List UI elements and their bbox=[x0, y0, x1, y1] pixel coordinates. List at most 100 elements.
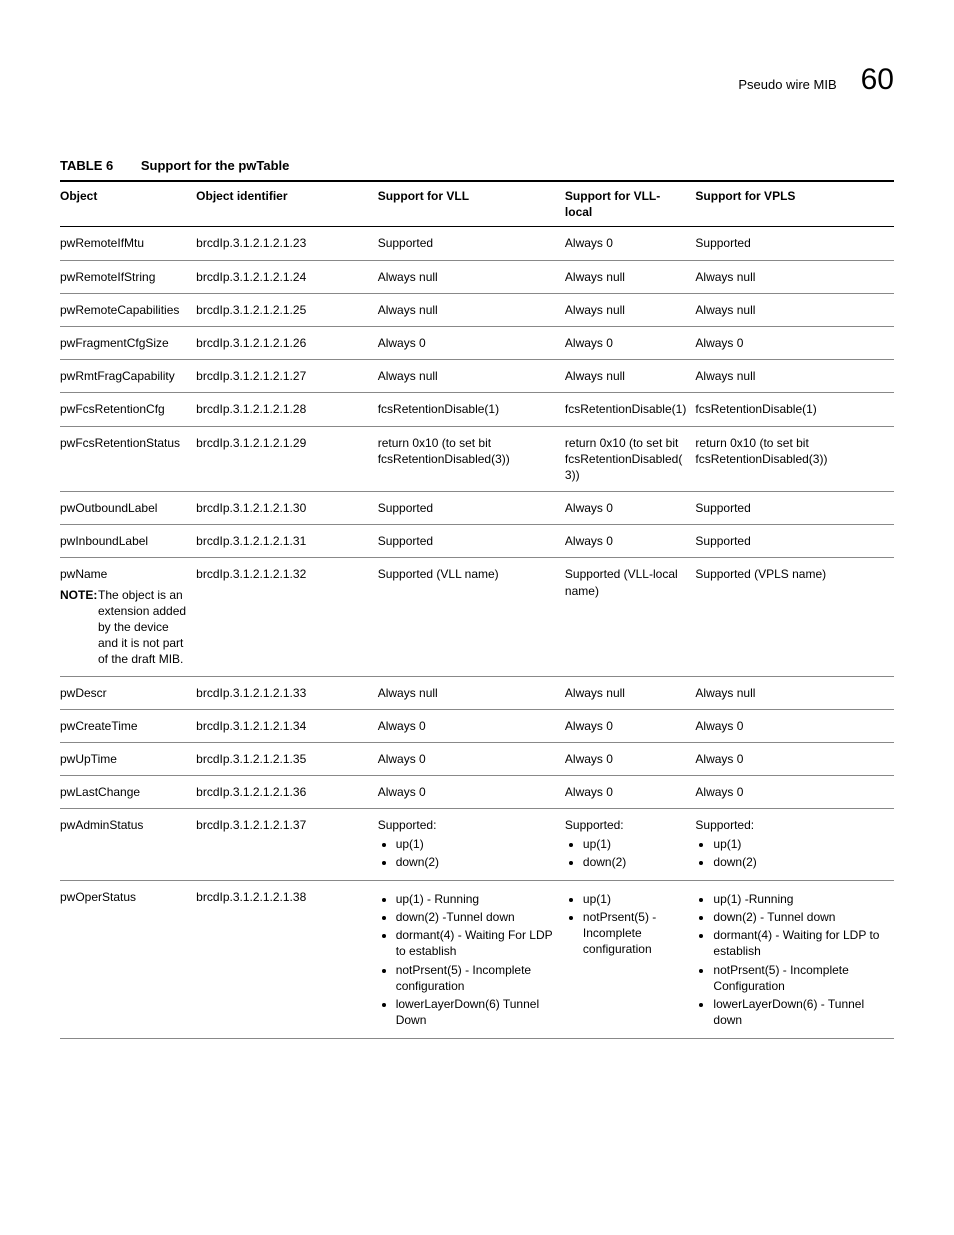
object-name: pwInboundLabel bbox=[60, 533, 188, 549]
cell: Always null bbox=[695, 293, 894, 326]
object-name: pwDescr bbox=[60, 685, 188, 701]
table-row: pwLastChangebrcdIp.3.1.2.1.2.1.36Always … bbox=[60, 776, 894, 809]
cell-object: pwCreateTime bbox=[60, 709, 196, 742]
page-header: Pseudo wire MIB 60 bbox=[60, 60, 894, 101]
cell-object: pwFcsRetentionStatus bbox=[60, 426, 196, 492]
list-item: up(1) -Running bbox=[713, 891, 886, 907]
object-name: pwLastChange bbox=[60, 784, 188, 800]
note-text: The object is an extension added by the … bbox=[98, 587, 188, 668]
list-item: down(2) bbox=[583, 854, 687, 870]
list-item: down(2) - Tunnel down bbox=[713, 909, 886, 925]
cell-object: pwInboundLabel bbox=[60, 525, 196, 558]
cell: Supported (VPLS name) bbox=[695, 558, 894, 676]
cell: up(1) -Running down(2) - Tunnel down dorma… bbox=[695, 880, 894, 1039]
cell: brcdIp.3.1.2.1.2.1.26 bbox=[196, 326, 378, 359]
cell: brcdIp.3.1.2.1.2.1.29 bbox=[196, 426, 378, 492]
table-row: pwFcsRetentionCfgbrcdIp.3.1.2.1.2.1.28fc… bbox=[60, 393, 894, 426]
list-item: lowerLayerDown(6) - Tunnel down bbox=[713, 996, 886, 1028]
list-item: notPrsent(5) - Incomplete Configuration bbox=[713, 962, 886, 994]
table-row: pwInboundLabelbrcdIp.3.1.2.1.2.1.31Suppo… bbox=[60, 525, 894, 558]
header-title: Pseudo wire MIB bbox=[738, 76, 836, 94]
col-vll-local: Support for VLL-local bbox=[565, 181, 695, 227]
cell: Always null bbox=[695, 360, 894, 393]
col-object: Object bbox=[60, 181, 196, 227]
cell: fcsRetentionDisable(1) bbox=[378, 393, 565, 426]
note-block: NOTE: The object is an extension added b… bbox=[60, 587, 188, 668]
cell-list: up(1) down(2) bbox=[565, 836, 687, 870]
cell: Supported bbox=[695, 227, 894, 260]
cell: Supported bbox=[695, 525, 894, 558]
cell: Supported:up(1)down(2) bbox=[695, 809, 894, 881]
col-vpls: Support for VPLS bbox=[695, 181, 894, 227]
cell: Always null bbox=[378, 293, 565, 326]
table-head-row: Object Object identifier Support for VLL… bbox=[60, 181, 894, 227]
cell: Always 0 bbox=[565, 776, 695, 809]
list-item: lowerLayerDown(6) Tunnel Down bbox=[396, 996, 557, 1028]
cell: Always 0 bbox=[565, 525, 695, 558]
list-item: up(1) bbox=[583, 891, 687, 907]
object-name: pwRemoteIfString bbox=[60, 269, 188, 285]
cell: fcsRetentionDisable(1) bbox=[695, 393, 894, 426]
cell: Always 0 bbox=[378, 776, 565, 809]
cell: return 0x10 (to set bit fcsRetentionDisa… bbox=[378, 426, 565, 492]
object-name: pwRmtFragCapability bbox=[60, 368, 188, 384]
cell: brcdIp.3.1.2.1.2.1.33 bbox=[196, 676, 378, 709]
cell: Always 0 bbox=[565, 326, 695, 359]
cell: brcdIp.3.1.2.1.2.1.35 bbox=[196, 742, 378, 775]
cell-object: pwUpTime bbox=[60, 742, 196, 775]
cell-object: pwOutboundLabel bbox=[60, 492, 196, 525]
list-item: notPrsent(5) - Incomplete configuration bbox=[396, 962, 557, 994]
cell: Always null bbox=[695, 676, 894, 709]
cell: brcdIp.3.1.2.1.2.1.25 bbox=[196, 293, 378, 326]
col-oid: Object identifier bbox=[196, 181, 378, 227]
cell: brcdIp.3.1.2.1.2.1.28 bbox=[196, 393, 378, 426]
cell: Always 0 bbox=[695, 742, 894, 775]
cell: Supported bbox=[378, 492, 565, 525]
table-caption: TABLE 6 Support for the pwTable bbox=[60, 157, 894, 175]
cell: Always null bbox=[565, 360, 695, 393]
cell: Always 0 bbox=[378, 742, 565, 775]
cell-list: up(1) - Runningdown(2) -Tunnel downdorma… bbox=[378, 891, 557, 1029]
cell: Always 0 bbox=[695, 776, 894, 809]
list-item: up(1) bbox=[583, 836, 687, 852]
cell-object: pwRemoteIfString bbox=[60, 260, 196, 293]
cell: Always null bbox=[378, 260, 565, 293]
cell-list: up(1)down(2) bbox=[695, 836, 886, 870]
cell-object: pwRemoteIfMtu bbox=[60, 227, 196, 260]
cell: Always 0 bbox=[565, 709, 695, 742]
cell-list: up(1) -Running down(2) - Tunnel down dorma… bbox=[695, 891, 886, 1029]
cell: up(1)notPrsent(5) - Incomplete configura… bbox=[565, 880, 695, 1039]
list-item: up(1) bbox=[713, 836, 886, 852]
object-name: pwRemoteIfMtu bbox=[60, 235, 188, 251]
mib-table: Object Object identifier Support for VLL… bbox=[60, 180, 894, 1039]
cell: up(1) - Runningdown(2) -Tunnel downdorma… bbox=[378, 880, 565, 1039]
list-item: dormant(4) - Waiting for LDP to establis… bbox=[713, 927, 886, 959]
cell: Supported: up(1) down(2) bbox=[565, 809, 695, 881]
cell: brcdIp.3.1.2.1.2.1.34 bbox=[196, 709, 378, 742]
cell: brcdIp.3.1.2.1.2.1.32 bbox=[196, 558, 378, 676]
table-row: pwUpTimebrcdIp.3.1.2.1.2.1.35Always 0Alw… bbox=[60, 742, 894, 775]
cell-object: pwFcsRetentionCfg bbox=[60, 393, 196, 426]
cell-pretext: Supported: bbox=[565, 817, 687, 833]
cell: brcdIp.3.1.2.1.2.1.36 bbox=[196, 776, 378, 809]
table-row: pwNameNOTE: The object is an extension a… bbox=[60, 558, 894, 676]
caption-label: TABLE 6 bbox=[60, 158, 113, 173]
cell: Always 0 bbox=[378, 326, 565, 359]
cell-object: pwRmtFragCapability bbox=[60, 360, 196, 393]
object-name: pwRemoteCapabilities bbox=[60, 302, 188, 318]
cell: Always null bbox=[378, 360, 565, 393]
table-head: Object Object identifier Support for VLL… bbox=[60, 181, 894, 227]
cell: Always null bbox=[695, 260, 894, 293]
cell: Always null bbox=[565, 260, 695, 293]
cell: brcdIp.3.1.2.1.2.1.23 bbox=[196, 227, 378, 260]
cell: Always null bbox=[565, 676, 695, 709]
cell: brcdIp.3.1.2.1.2.1.27 bbox=[196, 360, 378, 393]
cell-object: pwLastChange bbox=[60, 776, 196, 809]
list-item: down(2) bbox=[396, 854, 557, 870]
list-item: up(1) - Running bbox=[396, 891, 557, 907]
col-vll: Support for VLL bbox=[378, 181, 565, 227]
cell: Always 0 bbox=[565, 742, 695, 775]
list-item: up(1) bbox=[396, 836, 557, 852]
caption-text: Support for the pwTable bbox=[141, 158, 290, 173]
cell: brcdIp.3.1.2.1.2.1.30 bbox=[196, 492, 378, 525]
